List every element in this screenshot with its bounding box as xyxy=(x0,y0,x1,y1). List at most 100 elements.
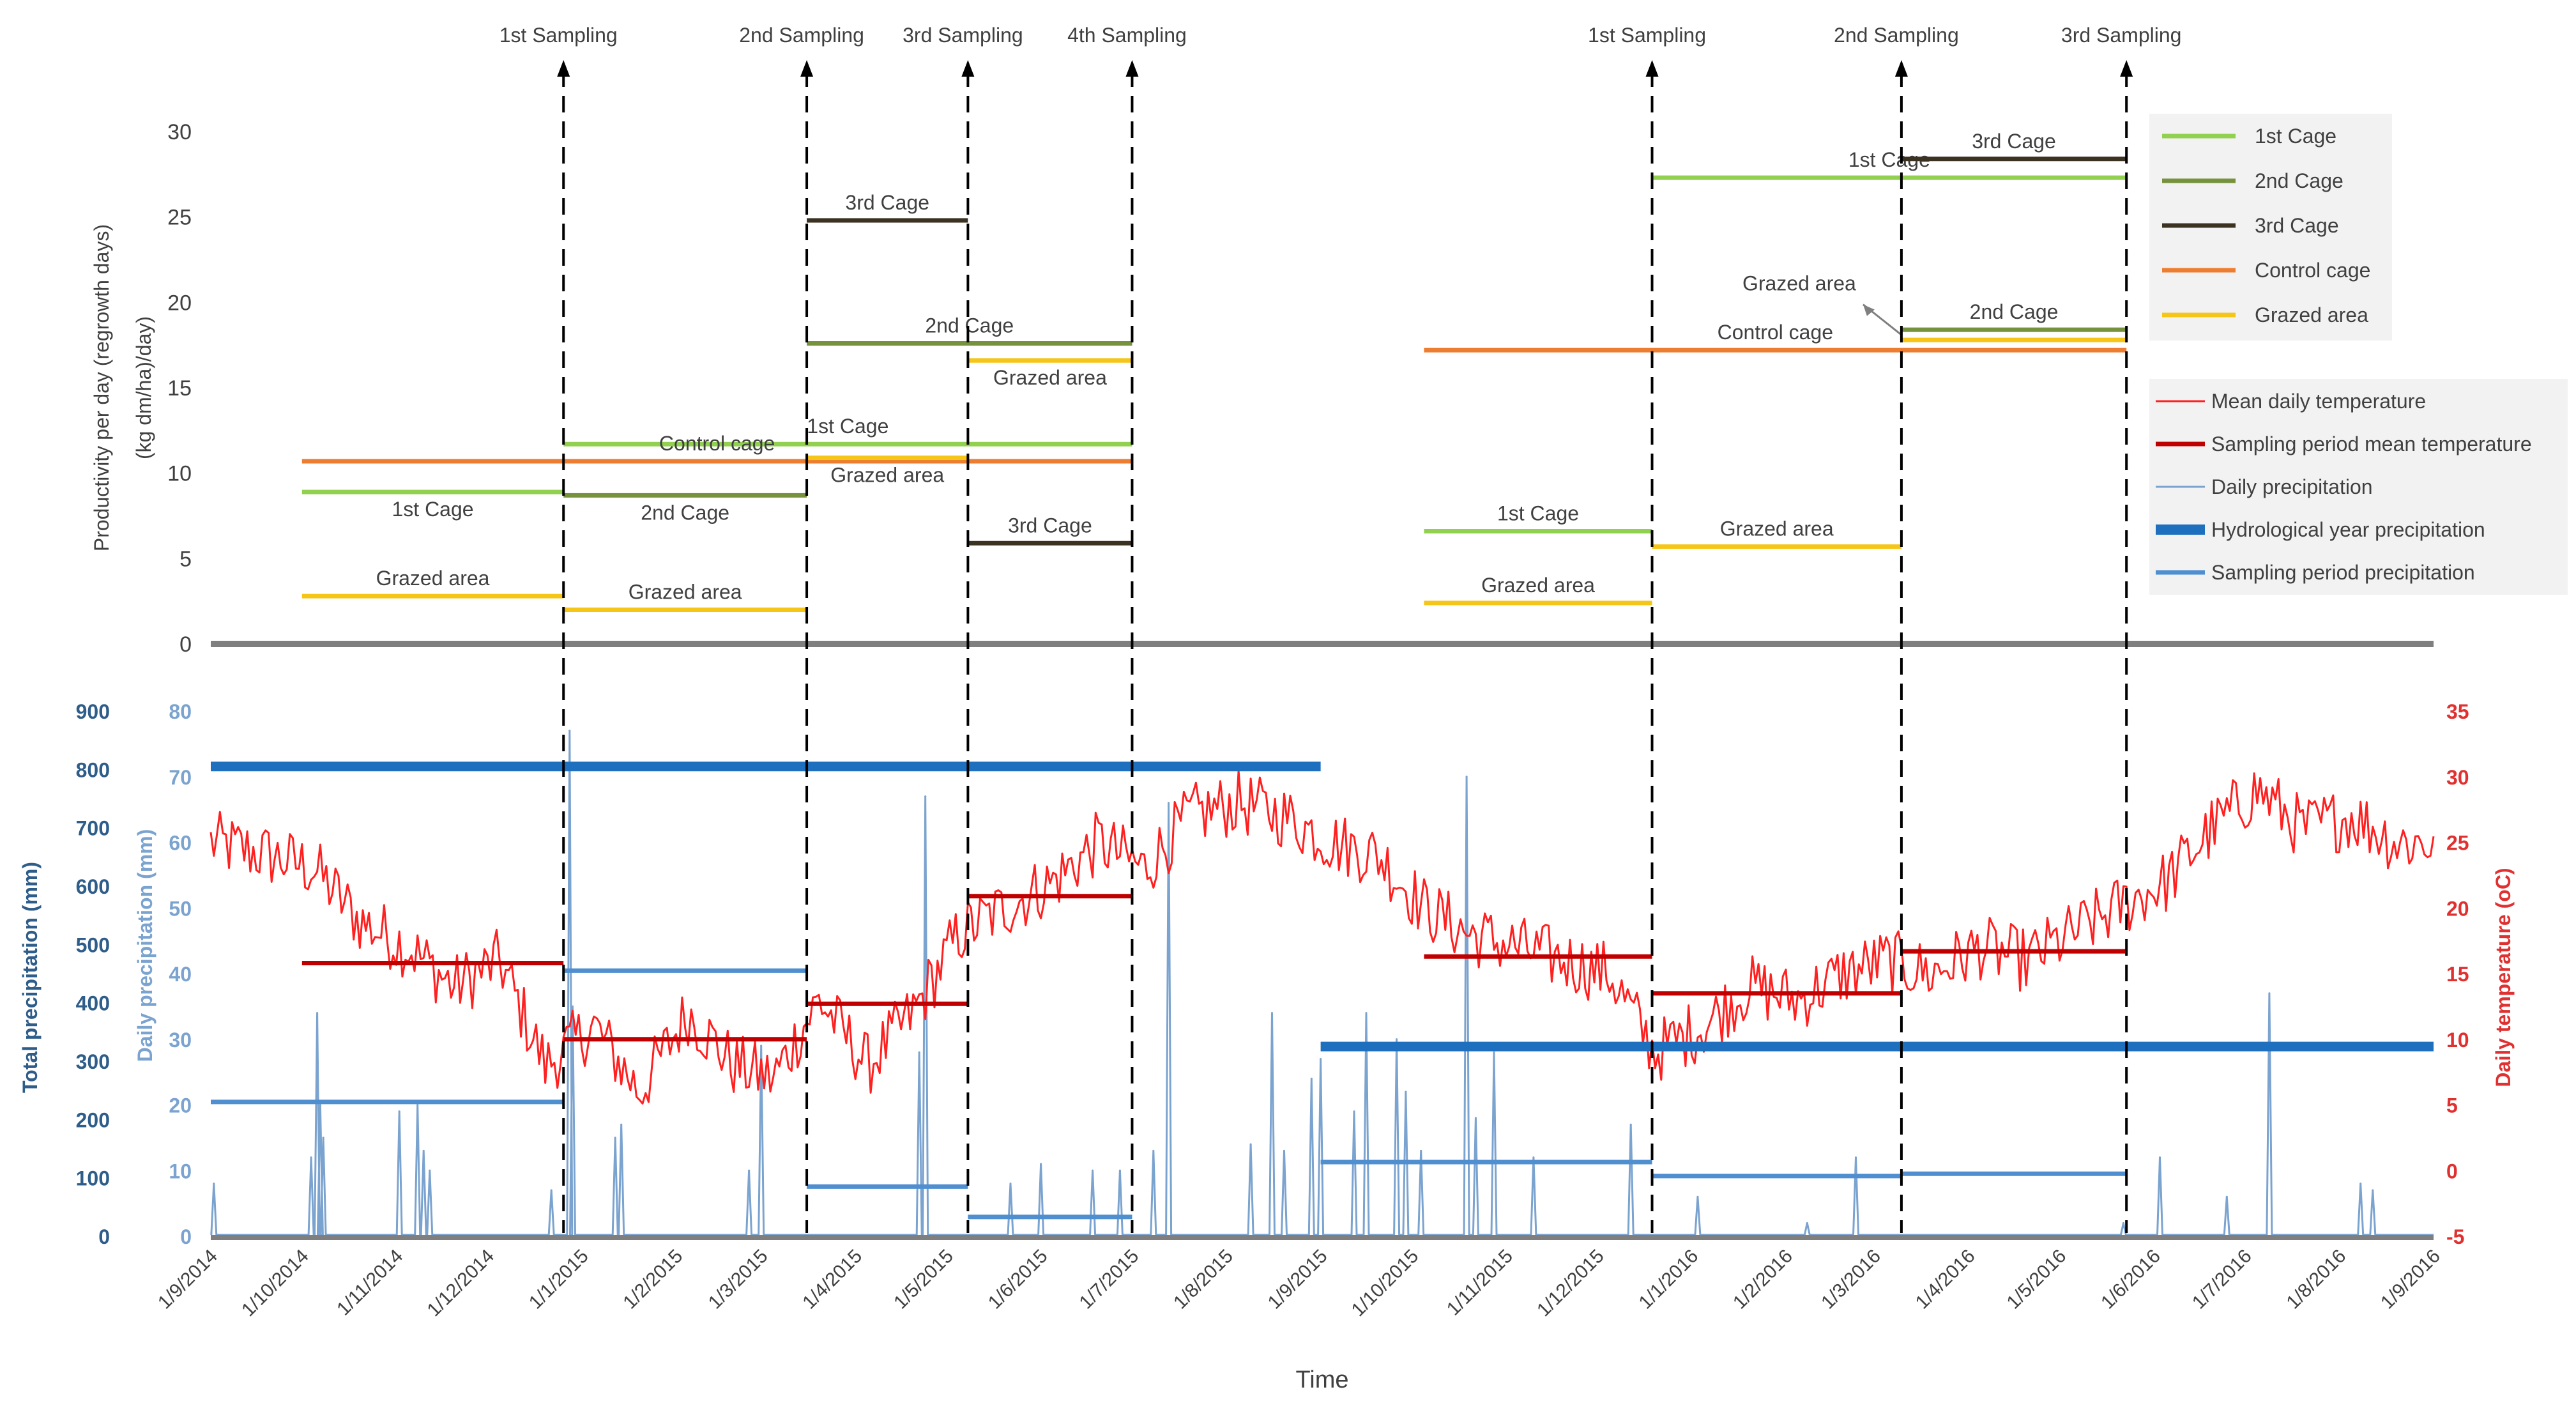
y-axis-label: Productivity per day (regrowth days) xyxy=(90,224,113,551)
total-precip-tick: 500 xyxy=(76,933,110,956)
legend-label: Sampling period mean temperature xyxy=(2211,433,2532,456)
sampling-markers: 1st Sampling 2nd Sampling 3rd Sampling 4th … xyxy=(499,24,2181,1233)
daily-precip-point xyxy=(398,1110,400,1113)
y-tick-label: 10 xyxy=(167,462,192,486)
legend-label: 2nd Cage xyxy=(2255,169,2344,192)
sampling-label: 2nd Sampling xyxy=(739,24,864,47)
daily-precip-tick: 30 xyxy=(169,1029,192,1052)
x-tick-label: 1/4/2015 xyxy=(798,1246,866,1313)
y-tick-label: 25 xyxy=(167,206,192,230)
daily-precip-point xyxy=(1168,802,1170,804)
sampling-arrowhead xyxy=(1645,60,1659,77)
time-axis: 1/9/2014 1/10/2014 1/11/2014 1/12/2014 1/1/2… xyxy=(154,1246,2444,1393)
daily-precip-tick: 60 xyxy=(169,832,192,855)
legend-label: 1st Cage xyxy=(2255,125,2336,148)
daily-precip-point xyxy=(918,1051,920,1053)
daily-precip-tick: 0 xyxy=(180,1225,192,1248)
total-precip-tick: 0 xyxy=(98,1225,110,1248)
temperature-axis-label: Daily temperature (oC) xyxy=(2492,868,2515,1087)
daily-precip-point xyxy=(760,1045,763,1047)
total-precip-tick: 100 xyxy=(76,1167,110,1190)
x-tick-label: 1/9/2016 xyxy=(2377,1246,2444,1313)
x-tick-label: 1/3/2016 xyxy=(1817,1246,1885,1313)
x-tick-label: 1/5/2015 xyxy=(890,1246,957,1313)
daily-precip-point xyxy=(2268,992,2271,995)
daily-precip-point xyxy=(620,1123,623,1126)
total-precip-tick: 300 xyxy=(76,1050,110,1073)
x-tick-label: 1/2/2016 xyxy=(1729,1246,1797,1313)
daily-precip-point xyxy=(1249,1143,1252,1145)
daily-precip-point xyxy=(416,1104,419,1106)
sampling-label: 1st Sampling xyxy=(1588,24,1706,47)
x-tick-label: 1/7/2015 xyxy=(1076,1246,1143,1313)
daily-precip-point xyxy=(1532,1156,1535,1159)
daily-precip-point xyxy=(2372,1189,2374,1191)
grazed-area-label: Grazed area xyxy=(629,581,742,604)
daily-precip-point xyxy=(1040,1163,1042,1165)
daily-precip-point xyxy=(1365,1012,1368,1014)
daily-precip-tick: 50 xyxy=(169,897,192,920)
temperature-tick: 35 xyxy=(2446,700,2469,723)
legend-background xyxy=(2149,379,2568,595)
temperature-tick: 20 xyxy=(2446,897,2469,920)
x-tick-label: 1/8/2016 xyxy=(2282,1246,2350,1313)
daily-precip-point xyxy=(1696,1195,1699,1198)
legend-label: Daily precipitation xyxy=(2211,475,2373,498)
temperature-tick: -5 xyxy=(2446,1225,2464,1248)
legend-label: Mean daily temperature xyxy=(2211,390,2426,413)
x-tick-label: 1/10/2015 xyxy=(1348,1246,1423,1321)
daily-precip-point xyxy=(1854,1156,1857,1159)
daily-precip-tick: 20 xyxy=(169,1094,192,1117)
y-tick-label: 20 xyxy=(167,291,192,315)
daily-precip-point xyxy=(316,1012,319,1014)
sampling-arrowhead xyxy=(1125,60,1139,77)
temperature-tick: 0 xyxy=(2446,1160,2458,1183)
x-tick-label: 1/9/2014 xyxy=(154,1246,222,1313)
legend-label: Control cage xyxy=(2255,259,2370,282)
sampling-arrowhead xyxy=(800,60,814,77)
grazed-area-label: Grazed area xyxy=(1481,574,1595,597)
x-axis-label: Time xyxy=(1295,1367,1348,1393)
daily-precip-point xyxy=(1353,1110,1355,1113)
climate-legend: Mean daily temperature Sampling period me… xyxy=(2149,379,2568,595)
legend-label: Grazed area xyxy=(2255,303,2368,326)
x-tick-label: 1/5/2016 xyxy=(2002,1246,2070,1313)
daily-precip-point xyxy=(1420,1149,1422,1152)
daily-precip-point xyxy=(2225,1195,2228,1198)
1st-cage-label: 1st Cage xyxy=(807,415,888,438)
grazed-area-label: Grazed area xyxy=(1720,517,1834,540)
total-precip-tick: 600 xyxy=(76,875,110,898)
legend-label: 3rd Cage xyxy=(2255,214,2339,237)
sampling-label: 4th Sampling xyxy=(1067,24,1187,47)
temperature-tick: 10 xyxy=(2446,1029,2469,1052)
x-tick-label: 1/3/2015 xyxy=(705,1246,772,1313)
y-tick-label: 0 xyxy=(179,632,192,657)
3rd-cage-label: 3rd Cage xyxy=(845,191,929,214)
x-tick-label: 1/11/2014 xyxy=(333,1246,407,1320)
y-tick-label: 15 xyxy=(167,376,192,401)
grazed-area-label: Grazed area xyxy=(1742,272,1856,295)
daily-precip-point xyxy=(572,1005,574,1007)
daily-precip-point xyxy=(568,730,571,732)
daily-precip-point xyxy=(1493,1051,1495,1053)
daily-precip-point xyxy=(1405,1091,1407,1093)
daily-precip-point xyxy=(1465,776,1468,778)
legend-label: Sampling period precipitation xyxy=(2211,561,2475,584)
sampling-arrowhead xyxy=(2120,60,2133,77)
temperature-tick: 25 xyxy=(2446,832,2469,855)
y-tick-label: 30 xyxy=(167,120,192,144)
y-axis-label: (kg dm/ha)/day) xyxy=(132,316,155,459)
daily-precip-tick: 40 xyxy=(169,963,192,986)
total-precip-tick: 400 xyxy=(76,992,110,1015)
sampling-arrowhead xyxy=(1894,60,1908,77)
3rd-cage-label: 3rd Cage xyxy=(1008,514,1092,537)
legend-label: Hydrological year precipitation xyxy=(2211,518,2485,541)
daily-precip-axis-label: Daily precipitation (mm) xyxy=(133,829,156,1062)
daily-precip-point xyxy=(550,1189,553,1191)
daily-precip-line xyxy=(210,730,2434,1236)
climate-y-axes: 0100200300400500600700800900010203040506… xyxy=(19,700,2515,1248)
sampling-label: 1st Sampling xyxy=(499,24,618,47)
2nd-cage-label: 2nd Cage xyxy=(641,501,729,524)
daily-precip-point xyxy=(1474,1117,1477,1119)
x-tick-label: 1/10/2014 xyxy=(238,1246,313,1321)
